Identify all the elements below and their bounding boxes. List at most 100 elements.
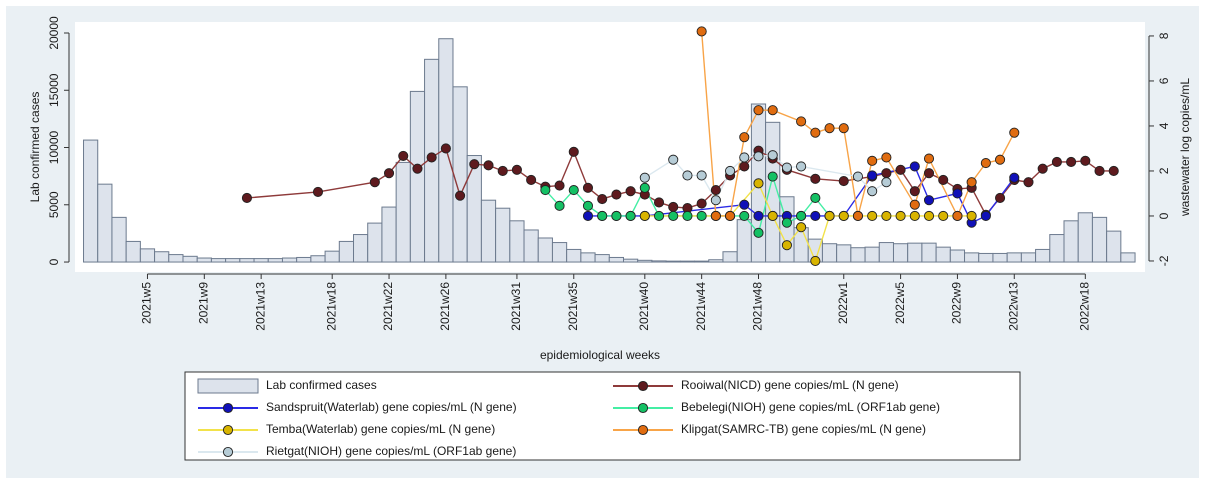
marker: [639, 182, 650, 193]
marker: [611, 189, 622, 200]
bar: [253, 258, 269, 263]
marker: [895, 210, 906, 222]
marker: [611, 210, 622, 222]
bar: [1120, 252, 1136, 263]
marker: [668, 201, 679, 213]
marker: [1094, 165, 1105, 177]
marker: [796, 116, 807, 127]
marker: [526, 174, 537, 186]
bar: [409, 90, 426, 263]
marker: [1108, 165, 1119, 177]
bar: [97, 183, 113, 263]
bar: [907, 242, 923, 263]
marker: [838, 176, 849, 187]
bar: [495, 207, 511, 263]
marker: [653, 210, 665, 222]
bar: [111, 216, 127, 263]
marker: [696, 170, 707, 181]
marker: [455, 190, 466, 201]
marker: [1066, 156, 1077, 168]
marker: [710, 195, 721, 206]
legend-swatch: [197, 378, 259, 394]
bar: [566, 248, 582, 263]
marker: [639, 172, 650, 183]
legend-box: [184, 371, 1021, 461]
bar: [935, 246, 951, 263]
bar: [892, 243, 909, 263]
marker: [625, 210, 636, 222]
x-tick-label: 2021w5: [140, 282, 154, 324]
marker: [554, 180, 565, 191]
marker: [980, 158, 991, 169]
marker: [995, 192, 1006, 204]
marker: [867, 170, 878, 181]
marker: [1037, 163, 1048, 174]
marker: [383, 168, 395, 179]
marker: [966, 210, 977, 222]
bar: [353, 234, 369, 263]
marker: [781, 240, 792, 251]
x-tick-label: 2021w26: [438, 282, 452, 331]
marker: [582, 210, 594, 222]
plot-area: [75, 22, 1145, 272]
bar: [125, 240, 141, 263]
marker: [852, 210, 864, 222]
marker: [810, 255, 821, 267]
bar: [395, 161, 411, 263]
marker: [881, 210, 892, 222]
y2-tick-label: -2: [1157, 255, 1171, 266]
marker: [725, 165, 736, 177]
marker: [881, 152, 892, 163]
marker: [739, 210, 750, 222]
bar: [210, 258, 227, 263]
bar: [367, 222, 383, 263]
x-tick-label: 2021w40: [637, 282, 651, 331]
bar: [821, 243, 838, 263]
bar: [651, 260, 667, 263]
bar: [964, 252, 980, 263]
bar: [281, 257, 298, 263]
marker: [639, 210, 650, 222]
bar: [708, 259, 724, 263]
bar: [864, 246, 880, 263]
marker: [540, 185, 551, 196]
legend-label: Bebelegi(NIOH) gene copies/mL (ORF1ab ge…: [681, 400, 940, 414]
bar: [296, 256, 312, 263]
marker: [923, 210, 935, 222]
marker: [753, 210, 764, 222]
marker: [653, 197, 665, 208]
marker: [810, 210, 821, 222]
y2-tick-label: 2: [1157, 167, 1171, 174]
marker: [810, 192, 821, 204]
y2-tick-label: 8: [1157, 32, 1171, 39]
marker: [895, 164, 906, 175]
marker: [710, 210, 721, 222]
bar: [1106, 230, 1122, 263]
bar: [83, 139, 99, 263]
marker: [753, 227, 764, 238]
legend-label: Temba(Waterlab) gene copies/mL (N gene): [266, 422, 495, 436]
x-tick-label: 2022w9: [950, 282, 964, 324]
marker: [966, 177, 977, 188]
bar: [324, 250, 340, 263]
marker: [312, 186, 324, 197]
marker: [909, 186, 920, 197]
marker: [739, 199, 750, 210]
bar: [594, 254, 610, 263]
bar: [225, 258, 241, 263]
marker: [1051, 156, 1062, 168]
marker: [1009, 127, 1020, 138]
marker: [995, 154, 1006, 165]
marker: [725, 210, 736, 222]
bar: [139, 248, 156, 263]
marker: [852, 171, 864, 182]
x-tick-label: 2021w9: [196, 282, 210, 324]
marker: [923, 168, 935, 179]
bar: [608, 256, 624, 263]
marker: [597, 210, 608, 222]
marker: [739, 161, 750, 172]
marker: [838, 210, 849, 222]
marker: [1009, 172, 1020, 183]
marker: [867, 155, 878, 166]
